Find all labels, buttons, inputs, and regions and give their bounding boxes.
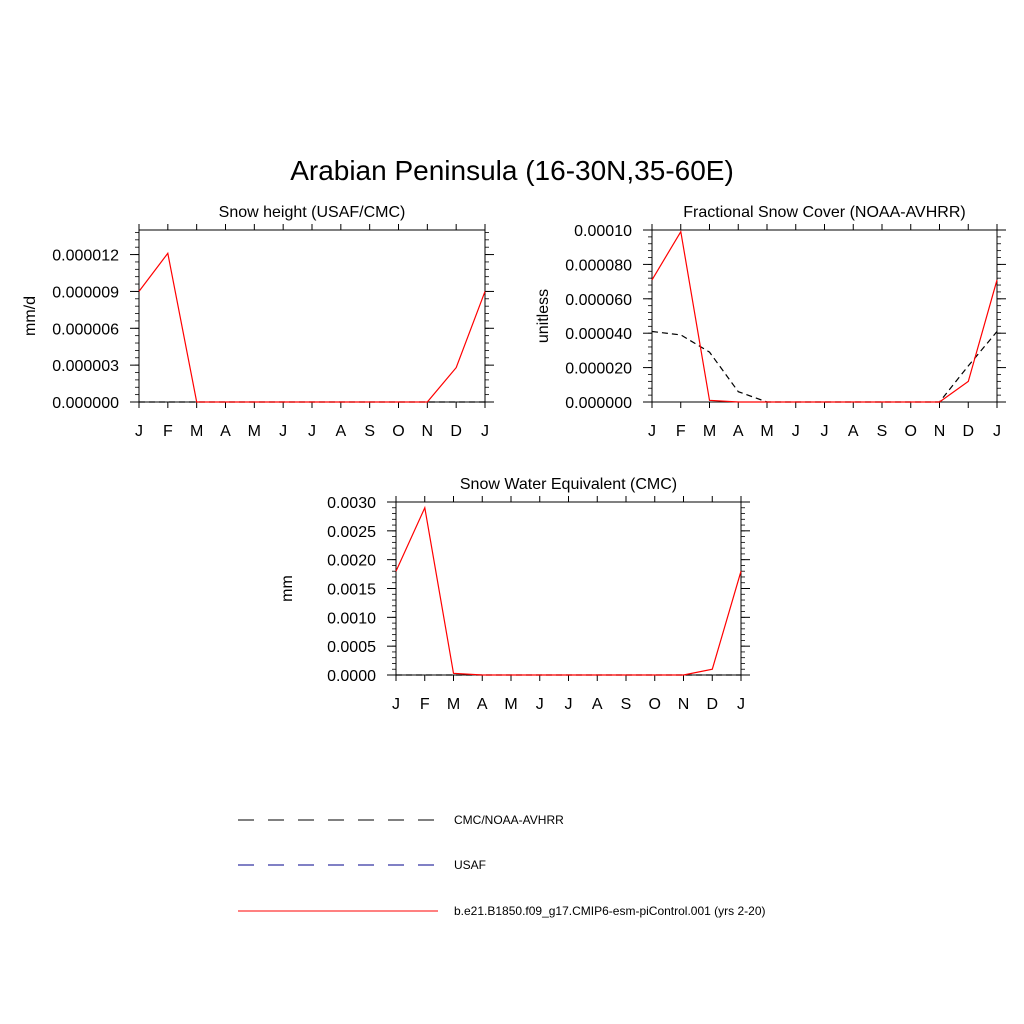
legend-label: USAF <box>454 858 486 872</box>
y-tick-label: 0.0005 <box>327 639 376 656</box>
x-tick-label: M <box>504 696 517 713</box>
x-tick-label: J <box>737 696 745 713</box>
legend: CMC/NOAA-AVHRR USAF b.e21.B1850.f09_g17.CM… <box>238 813 766 918</box>
y-tick-label: 0.0015 <box>327 582 376 599</box>
x-tick-label: J <box>821 423 829 440</box>
y-axis-label: unitless <box>535 289 552 343</box>
y-tick-label: 0.000006 <box>52 321 119 338</box>
x-tick-label: F <box>420 696 430 713</box>
x-tick-label: N <box>678 696 690 713</box>
y-tick-label: 0.000000 <box>52 395 119 412</box>
x-tick-label: O <box>392 423 404 440</box>
series-line-model <box>395 505 742 676</box>
y-tick-label: 0.0010 <box>327 610 376 627</box>
x-tick-label: F <box>676 423 686 440</box>
x-tick-label: A <box>335 423 346 440</box>
legend-label: b.e21.B1850.f09_g17.CMIP6-esm-piControl.… <box>454 904 766 918</box>
y-tick-label: 0.000060 <box>565 292 632 309</box>
x-tick-label: J <box>993 423 1001 440</box>
x-tick-label: A <box>592 696 603 713</box>
x-tick-label: M <box>760 423 773 440</box>
x-tick-label: D <box>962 423 974 440</box>
x-tick-label: M <box>248 423 261 440</box>
plot-frame <box>138 229 486 403</box>
x-tick-label: A <box>733 423 744 440</box>
y-tick-label: 0.0000 <box>327 668 376 685</box>
x-tick-label: J <box>135 423 143 440</box>
panel-title: Snow Water Equivalent (CMC) <box>460 476 677 493</box>
x-tick-label: O <box>649 696 661 713</box>
panel-3: Snow Water Equivalent (CMC)mmJ F M A M J J A S O N… <box>279 476 750 713</box>
y-axis-label: mm <box>279 575 296 602</box>
y-tick-label: 0.000020 <box>565 361 632 378</box>
panel-title: Fractional Snow Cover (NOAA-AVHRR) <box>683 204 965 221</box>
y-tick-label: 0.000009 <box>52 284 119 301</box>
y-tick-label: 0.000080 <box>565 257 632 274</box>
x-tick-label: A <box>848 423 859 440</box>
x-tick-label: J <box>536 696 544 713</box>
y-tick-label: 0.000000 <box>565 395 632 412</box>
x-tick-label: D <box>450 423 462 440</box>
x-tick-label: N <box>934 423 946 440</box>
plot-frame <box>651 229 998 403</box>
y-tick-label: 0.0030 <box>327 495 376 512</box>
x-tick-label: O <box>905 423 917 440</box>
x-tick-label: A <box>220 423 231 440</box>
x-tick-label: J <box>565 696 573 713</box>
x-tick-label: J <box>481 423 489 440</box>
panel-2: Fractional Snow Cover (NOAA-AVHRR) unitle… <box>535 204 1006 440</box>
x-tick-label: J <box>308 423 316 440</box>
x-tick-label: J <box>392 696 400 713</box>
x-tick-label: A <box>477 696 488 713</box>
x-tick-label: F <box>163 423 173 440</box>
panel-1: Snow height (USAF/CMC)mm/dJ F M A M J J A S O N D J0… <box>22 204 494 440</box>
series-line-model <box>651 229 998 403</box>
y-tick-label: 0.000003 <box>52 358 119 375</box>
x-tick-label: M <box>447 696 460 713</box>
panels: Snow height (USAF/CMC)mm/dJ F M A M J J A S O N D J0… <box>22 204 1006 713</box>
x-tick-label: S <box>877 423 888 440</box>
legend-label: CMC/NOAA-AVHRR <box>454 813 564 827</box>
y-tick-label: 0.000012 <box>52 248 119 265</box>
panel-title: Snow height (USAF/CMC) <box>219 204 406 221</box>
plot-frame <box>395 501 742 676</box>
y-tick-label: 0.0020 <box>327 553 376 570</box>
x-tick-label: M <box>190 423 203 440</box>
x-tick-label: D <box>706 696 718 713</box>
x-tick-label: M <box>703 423 716 440</box>
y-tick-label: 0.000040 <box>565 326 632 343</box>
x-tick-label: N <box>422 423 434 440</box>
y-tick-label: 0.00010 <box>574 223 632 240</box>
series-line-model <box>138 251 486 403</box>
x-tick-label: S <box>364 423 375 440</box>
x-tick-label: J <box>279 423 287 440</box>
x-tick-label: J <box>648 423 656 440</box>
figure-title: Arabian Peninsula (16-30N,35-60E) <box>290 155 734 186</box>
y-axis-label: mm/d <box>22 296 39 336</box>
x-tick-label: S <box>621 696 632 713</box>
x-tick-label: J <box>792 423 800 440</box>
y-tick-label: 0.0025 <box>327 524 376 541</box>
